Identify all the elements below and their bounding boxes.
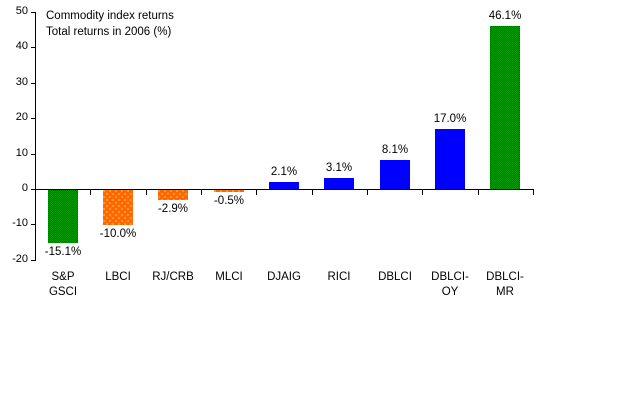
x-axis-tick: [422, 189, 423, 195]
y-axis-line: [35, 12, 36, 261]
category-label-dblci: DBLCI: [378, 271, 412, 283]
y-axis-tick: [31, 260, 35, 261]
data-label-lbci: -10.0%: [99, 228, 137, 240]
x-axis-tick: [35, 189, 36, 195]
y-axis-tick: [31, 83, 35, 84]
bar-djaig: [269, 182, 299, 189]
category-label-mlci: MLCI: [215, 271, 243, 283]
y-axis-tick: [31, 154, 35, 155]
y-axis-tick-label: 40: [15, 40, 28, 52]
chart-subtitle: Total returns in 2006 (%): [46, 26, 172, 38]
category-label-rici: RICI: [327, 271, 351, 283]
bar-mlci: [214, 190, 244, 192]
data-label-rj-crb: -2.9%: [157, 203, 189, 215]
category-label-djaig: DJAIG: [267, 271, 301, 283]
bar-rj-crb: [158, 190, 188, 200]
category-label-s-p-gsci: S&P GSCI: [48, 271, 78, 298]
y-axis-tick-label: -10: [12, 217, 28, 229]
x-axis-tick: [201, 189, 202, 195]
y-axis-tick: [31, 47, 35, 48]
data-label-s-p-gsci: -15.1%: [44, 246, 82, 258]
chart-title: Commodity index returns: [46, 10, 174, 22]
bar-dblci-mr: [490, 26, 520, 189]
y-axis-tick-label: -20: [12, 253, 28, 265]
data-label-rici: 3.1%: [325, 162, 353, 174]
category-label-rj-crb: RJ/CRB: [152, 271, 194, 283]
bar-dblci: [380, 160, 410, 189]
x-axis-tick: [312, 189, 313, 195]
bar-lbci: [103, 190, 133, 225]
data-label-dblci-oy: 17.0%: [433, 113, 467, 125]
data-label-dblci: 8.1%: [381, 144, 409, 156]
bar-dblci-oy: [435, 129, 465, 189]
y-axis-tick: [31, 189, 35, 190]
category-label-dblci-mr: DBLCI- MR: [486, 271, 524, 298]
y-axis-tick-label: 0: [21, 182, 28, 194]
x-axis-tick: [478, 189, 479, 195]
data-label-dblci-mr: 46.1%: [488, 10, 522, 22]
x-axis-line: [35, 189, 534, 190]
category-label-lbci: LBCI: [105, 271, 131, 283]
x-axis-tick: [90, 189, 91, 195]
x-axis-tick: [256, 189, 257, 195]
y-axis-tick: [31, 118, 35, 119]
data-label-mlci: -0.5%: [213, 195, 245, 207]
bar-rici: [324, 178, 354, 189]
x-axis-tick: [367, 189, 368, 195]
y-axis-tick-label: 20: [15, 111, 28, 123]
y-axis-tick-label: 10: [15, 147, 28, 159]
category-label-dblci-oy: DBLCI- OY: [431, 271, 469, 298]
data-label-djaig: 2.1%: [270, 166, 298, 178]
bar-s-p-gsci: [48, 190, 78, 243]
y-axis-tick: [31, 12, 35, 13]
x-axis-tick: [533, 189, 534, 195]
y-axis-tick-label: 50: [15, 5, 28, 17]
x-axis-tick: [146, 189, 147, 195]
y-axis-tick: [31, 224, 35, 225]
y-axis-tick-label: 30: [15, 76, 28, 88]
